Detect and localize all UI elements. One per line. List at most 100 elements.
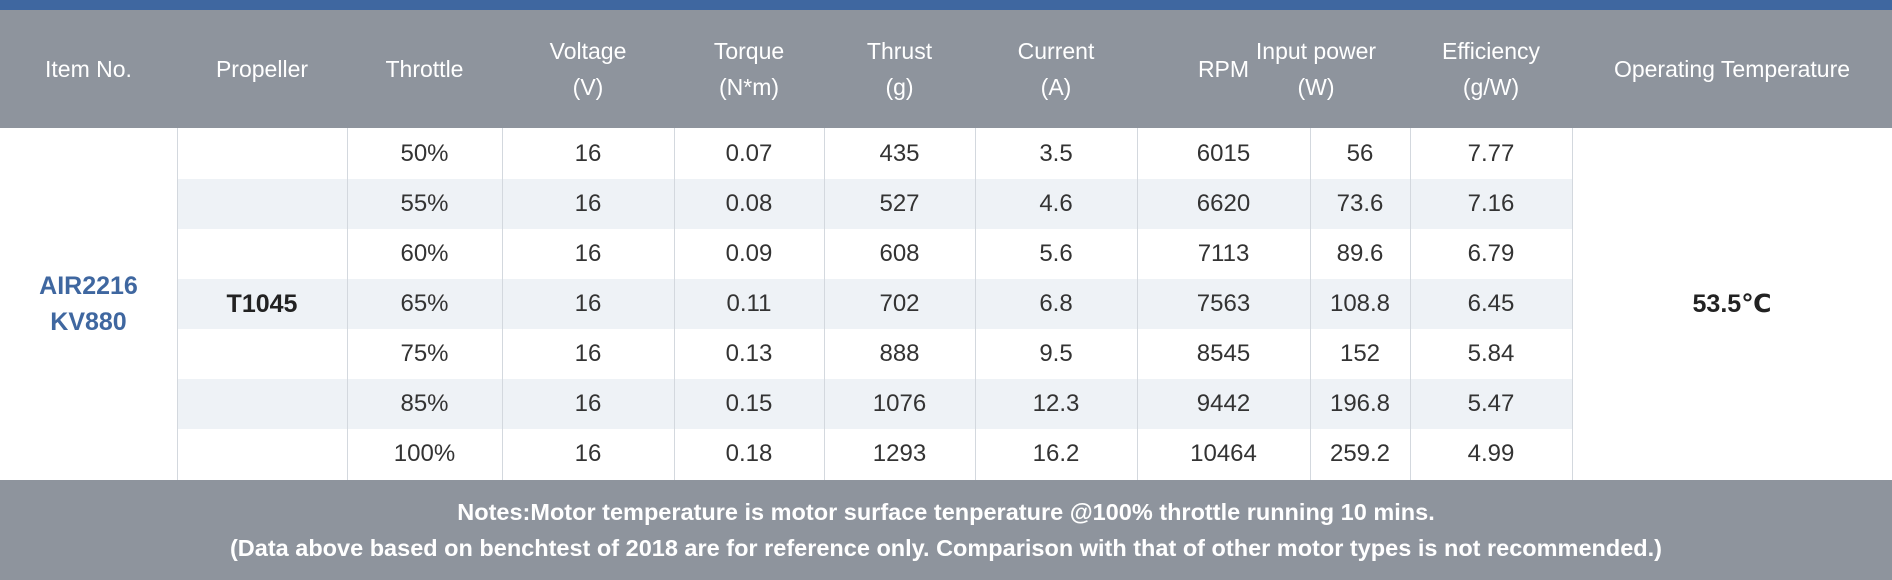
table-row bbox=[177, 279, 1572, 329]
header-label: Thrust bbox=[866, 38, 933, 64]
item-kv: KV880 bbox=[50, 308, 127, 336]
torque-cell: 0.13 bbox=[725, 340, 773, 367]
header-label: Current bbox=[1017, 38, 1095, 64]
efficiency-cell: 4.99 bbox=[1467, 440, 1515, 467]
column-divider bbox=[1410, 128, 1411, 480]
notes-footer: Notes:Motor temperature is motor surface… bbox=[0, 480, 1892, 580]
header-label: Torque bbox=[713, 38, 785, 64]
rpm-cell: 6015 bbox=[1196, 140, 1251, 167]
efficiency-cell: 6.45 bbox=[1467, 290, 1515, 317]
header-label: Propeller bbox=[215, 56, 309, 82]
rpm-cell: 6620 bbox=[1196, 190, 1251, 217]
current-cell: 4.6 bbox=[1039, 190, 1073, 217]
column-divider bbox=[347, 128, 348, 480]
header-unit: (A) bbox=[1040, 74, 1072, 100]
input-power-cell: 152 bbox=[1339, 340, 1381, 367]
torque-cell: 0.18 bbox=[725, 440, 773, 467]
torque-cell: 0.07 bbox=[725, 140, 773, 167]
efficiency-cell: 5.47 bbox=[1467, 390, 1515, 417]
current-cell: 6.8 bbox=[1039, 290, 1073, 317]
header-label: Input power bbox=[1255, 38, 1377, 64]
efficiency-cell: 7.16 bbox=[1467, 190, 1515, 217]
header-unit: (W) bbox=[1297, 74, 1335, 100]
thrust-cell: 527 bbox=[879, 190, 920, 217]
throttle-cell: 50% bbox=[400, 140, 449, 167]
thrust-cell: 1293 bbox=[872, 440, 927, 467]
current-cell: 3.5 bbox=[1039, 140, 1073, 167]
voltage-cell: 16 bbox=[574, 290, 602, 317]
table-header: Item No. Propeller Throttle Voltage (V) … bbox=[0, 10, 1892, 128]
header-label: RPM bbox=[1197, 56, 1250, 82]
column-divider bbox=[502, 128, 503, 480]
propeller-value: T1045 bbox=[226, 290, 298, 318]
column-divider bbox=[1310, 128, 1311, 480]
header-throttle: Throttle bbox=[347, 10, 502, 128]
column-divider bbox=[177, 128, 178, 480]
voltage-cell: 16 bbox=[574, 190, 602, 217]
current-cell: 5.6 bbox=[1039, 240, 1073, 267]
header-unit: (V) bbox=[572, 74, 604, 100]
header-label: Throttle bbox=[385, 56, 464, 82]
efficiency-cell: 5.84 bbox=[1467, 340, 1515, 367]
column-divider bbox=[975, 128, 976, 480]
column-divider bbox=[1137, 128, 1138, 480]
rpm-cell: 8545 bbox=[1196, 340, 1251, 367]
header-unit: (g) bbox=[885, 74, 914, 100]
throttle-cell: 55% bbox=[400, 190, 449, 217]
rpm-cell: 7113 bbox=[1197, 240, 1250, 267]
item-model: AIR2216 bbox=[39, 272, 138, 300]
thrust-cell: 1076 bbox=[872, 390, 927, 417]
voltage-cell: 16 bbox=[574, 340, 602, 367]
disclaimer-line: (Data above based on benchtest of 2018 a… bbox=[229, 535, 1663, 561]
header-unit: (N*m) bbox=[718, 74, 780, 100]
efficiency-cell: 6.79 bbox=[1467, 240, 1515, 267]
input-power-cell: 89.6 bbox=[1336, 240, 1384, 267]
item-number-cell: AIR2216 KV880 bbox=[0, 128, 177, 480]
table-row bbox=[177, 379, 1572, 429]
column-divider bbox=[824, 128, 825, 480]
header-label: Efficiency bbox=[1441, 38, 1540, 64]
input-power-cell: 259.2 bbox=[1329, 440, 1391, 467]
throttle-cell: 85% bbox=[400, 390, 449, 417]
propeller-cell: T1045 bbox=[177, 128, 347, 480]
rpm-cell: 7563 bbox=[1196, 290, 1251, 317]
notes-line: Notes:Motor temperature is motor surface… bbox=[457, 499, 1435, 525]
header-label: Operating Temperature bbox=[1613, 56, 1851, 82]
header-operating-temperature: Operating Temperature bbox=[1572, 10, 1892, 128]
torque-cell: 0.15 bbox=[725, 390, 773, 417]
voltage-cell: 16 bbox=[574, 240, 602, 267]
header-label: Voltage bbox=[549, 38, 627, 64]
header-unit: (g/W) bbox=[1462, 74, 1520, 100]
voltage-cell: 16 bbox=[574, 440, 602, 467]
column-divider bbox=[1572, 128, 1573, 480]
torque-cell: 0.08 bbox=[725, 190, 773, 217]
operating-temperature-cell: 53.5℃ bbox=[1572, 128, 1892, 480]
header-label: Item No. bbox=[45, 56, 132, 82]
throttle-cell: 65% bbox=[400, 290, 449, 317]
thrust-cell: 435 bbox=[879, 140, 920, 167]
header-rpm: RPM bbox=[1137, 10, 1310, 128]
operating-temperature-value: 53.5℃ bbox=[1692, 290, 1772, 318]
throttle-cell: 100% bbox=[393, 440, 456, 467]
current-cell: 12.3 bbox=[1032, 390, 1080, 417]
thrust-cell: 608 bbox=[879, 240, 920, 267]
voltage-cell: 16 bbox=[574, 140, 602, 167]
torque-cell: 0.11 bbox=[726, 290, 772, 317]
top-accent-bar bbox=[0, 0, 1892, 10]
input-power-cell: 56 bbox=[1346, 140, 1374, 167]
rpm-cell: 9442 bbox=[1196, 390, 1251, 417]
header-thrust: Thrust (g) bbox=[824, 10, 975, 128]
header-voltage: Voltage (V) bbox=[502, 10, 674, 128]
throttle-cell: 60% bbox=[400, 240, 449, 267]
header-item-no: Item No. bbox=[0, 10, 177, 128]
table-body: 50% 16 0.07 435 3.5 6015 56 7.77 55% 16 0.08 527 4.6… bbox=[0, 128, 1892, 480]
header-torque: Torque (N*m) bbox=[674, 10, 824, 128]
header-propeller: Propeller bbox=[177, 10, 347, 128]
current-cell: 16.2 bbox=[1032, 440, 1080, 467]
column-divider bbox=[674, 128, 675, 480]
header-input-power: Input power (W) bbox=[1230, 10, 1402, 128]
efficiency-cell: 7.77 bbox=[1467, 140, 1515, 167]
input-power-cell: 196.8 bbox=[1329, 390, 1391, 417]
input-power-cell: 108.8 bbox=[1329, 290, 1391, 317]
rpm-cell: 10464 bbox=[1190, 440, 1257, 467]
